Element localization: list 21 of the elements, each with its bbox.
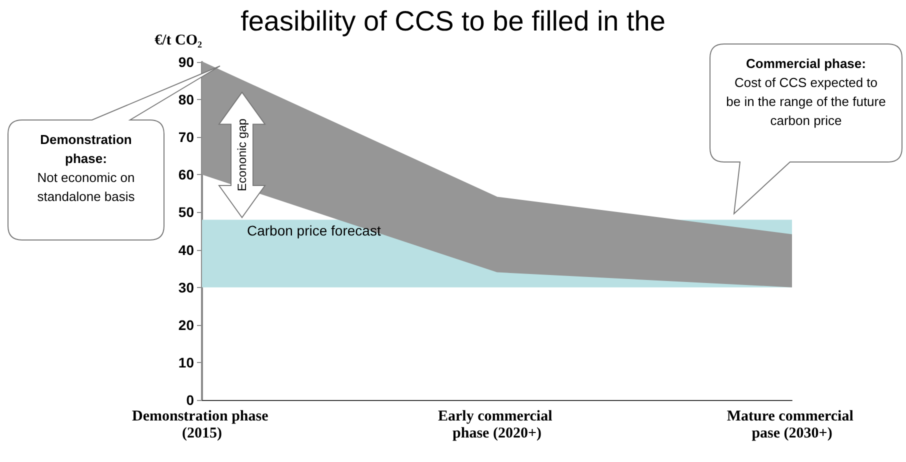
band-label: Carbon price forecast	[247, 222, 381, 239]
y-tick-label: 40	[178, 242, 194, 258]
text: Not economic on standalone basis	[37, 170, 136, 204]
y-tick-label: 50	[178, 204, 194, 220]
annotation: Econonic gap	[235, 118, 249, 192]
y-tick-label: 90	[178, 54, 194, 70]
y-tick-label: 20	[178, 316, 194, 333]
chart-title: feasibility of CCS to be filled in the	[240, 6, 666, 36]
x-tick-label: Demonstration phase (2015)	[132, 408, 272, 442]
annotation: Commercial phase:	[746, 56, 866, 71]
annotation: Cost of CCS expected to be in the range of the future carbon price	[726, 75, 886, 128]
y-tick-label: 10	[178, 354, 194, 370]
x-tick-label: Early commercial phase (2020+)	[438, 408, 556, 442]
text: Demonstration phase:	[40, 132, 132, 166]
x-tick-label: Mature commercial pase (2030+)	[726, 408, 858, 442]
y-axis-title: €/t CO₂	[154, 32, 202, 48]
y-tick-label: 0	[186, 392, 194, 408]
y-tick-label: 60	[178, 166, 194, 183]
y-tick-label: 30	[178, 279, 194, 296]
y-tick-label: 80	[178, 92, 194, 108]
y-tick-label: 70	[178, 129, 194, 146]
